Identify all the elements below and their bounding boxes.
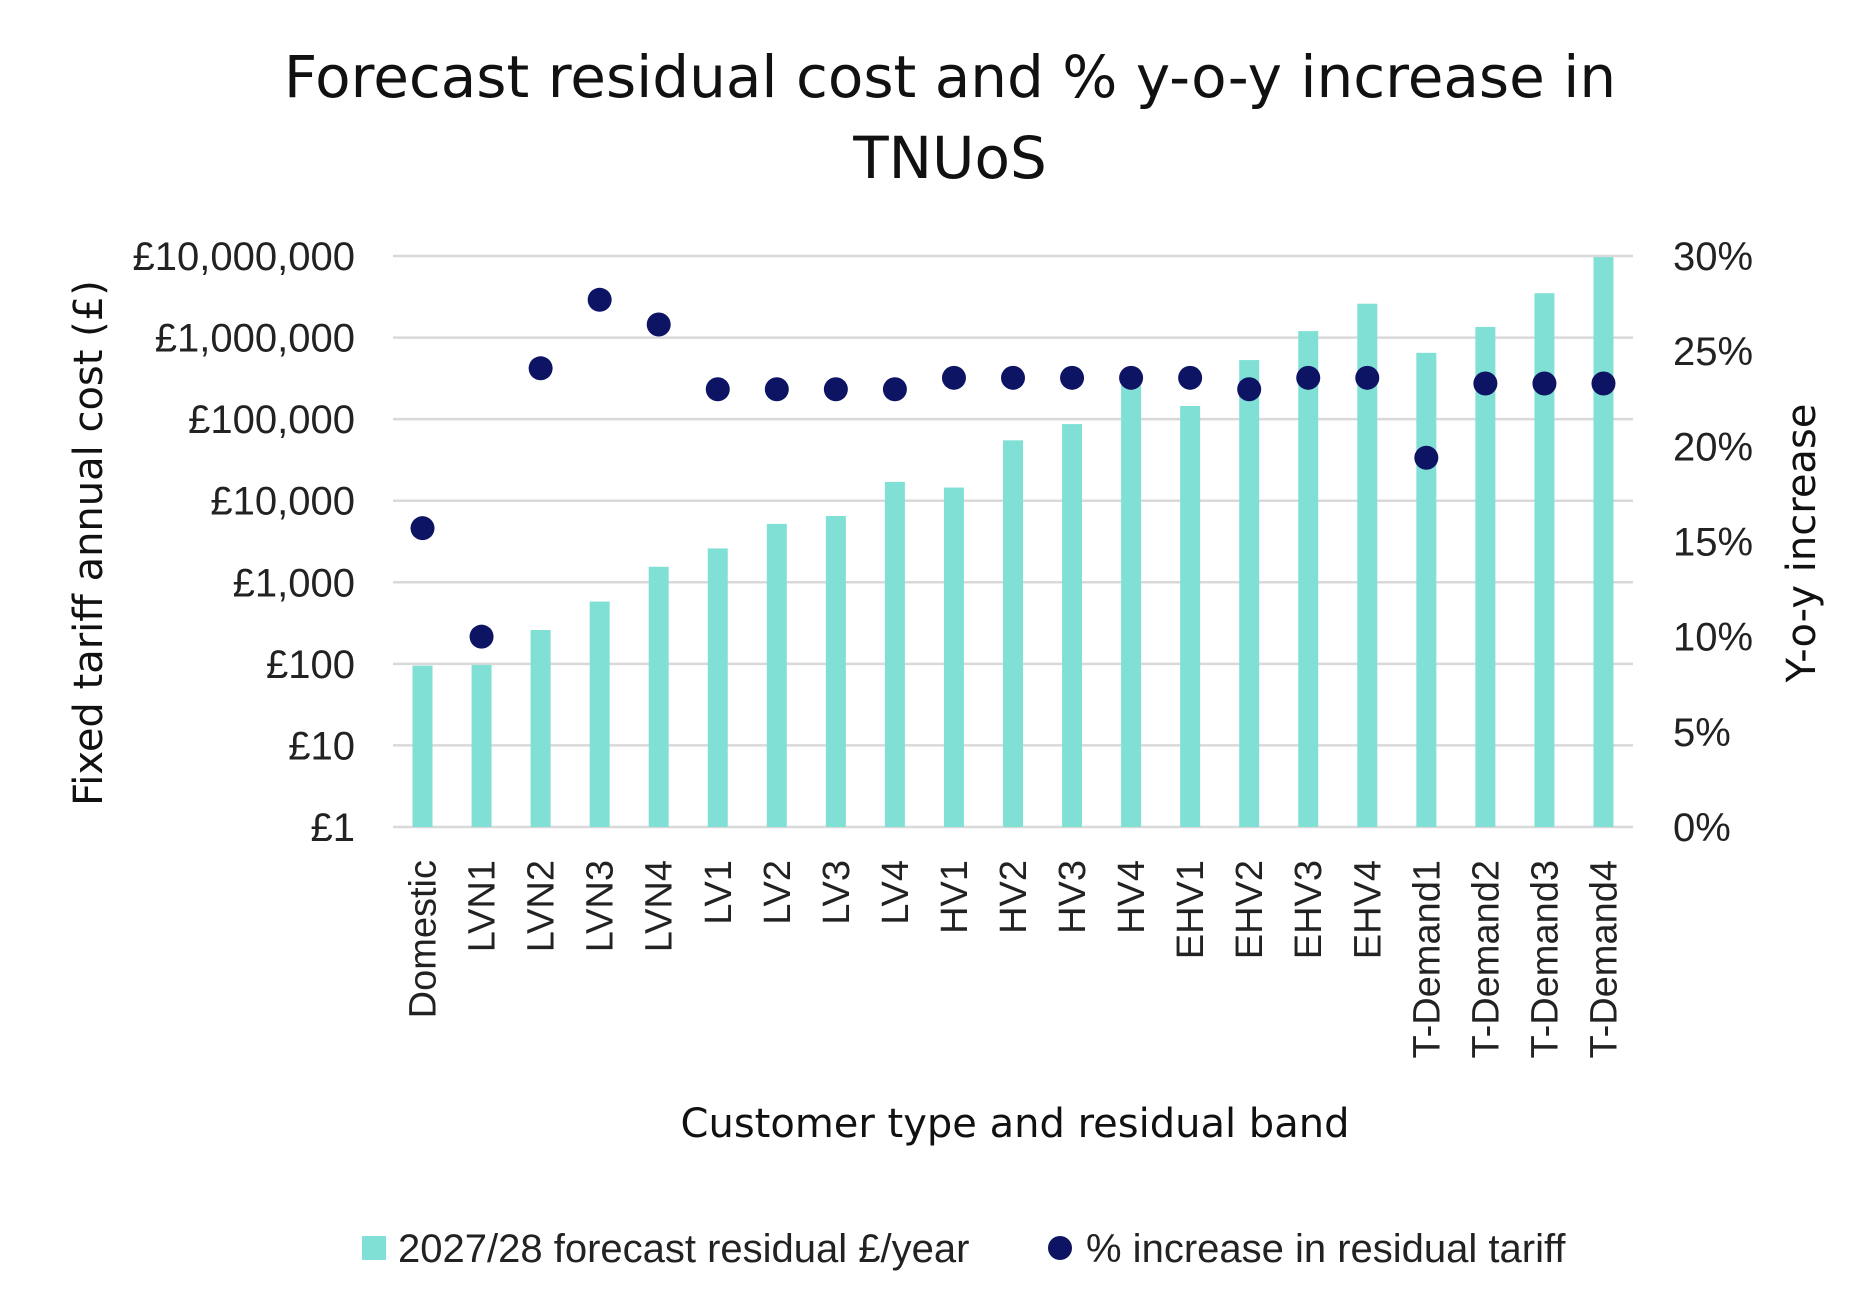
bar bbox=[1593, 257, 1614, 827]
category-label: LVN4 bbox=[639, 860, 681, 952]
category-label: HV3 bbox=[1052, 860, 1094, 934]
category-label: LVN2 bbox=[521, 860, 563, 952]
category-label: EHV4 bbox=[1347, 860, 1389, 959]
data-point bbox=[528, 356, 553, 381]
data-point bbox=[1532, 371, 1557, 396]
legend-dot-swatch bbox=[1048, 1236, 1072, 1260]
bar bbox=[884, 481, 905, 827]
bar bbox=[943, 487, 964, 827]
y2-tick-label: 25% bbox=[1673, 330, 1753, 374]
data-point bbox=[1001, 365, 1025, 390]
y-tick-label: £10,000 bbox=[210, 480, 355, 524]
y2-tick-label: 30% bbox=[1673, 235, 1753, 279]
y2-tick-label: 10% bbox=[1673, 616, 1753, 660]
category-label: Domestic bbox=[403, 860, 445, 1018]
data-point bbox=[764, 377, 789, 402]
y2-tick-label: 0% bbox=[1673, 806, 1731, 850]
data-point bbox=[1296, 365, 1321, 390]
bar bbox=[412, 665, 433, 827]
category-label: HV4 bbox=[1111, 860, 1153, 934]
left-axis-ticks: £1 £10 £100 £1,000 £10,000 £100,000 £1,000,000… bbox=[133, 235, 355, 850]
y-tick-label: £1 bbox=[311, 806, 356, 850]
data-point bbox=[1060, 365, 1085, 390]
bar bbox=[648, 566, 669, 827]
data-point bbox=[1178, 365, 1203, 390]
data-point bbox=[1237, 377, 1262, 402]
y2-axis-title: Y-o-y increase bbox=[1779, 404, 1825, 684]
category-label: LVN3 bbox=[580, 860, 622, 952]
category-label: LV2 bbox=[757, 860, 799, 925]
bar bbox=[707, 548, 728, 827]
data-point bbox=[823, 377, 848, 402]
bar bbox=[1239, 360, 1260, 827]
chart-title-line-2: TNUoS bbox=[852, 124, 1047, 192]
bar bbox=[1180, 405, 1201, 827]
data-point bbox=[410, 516, 435, 541]
bar bbox=[825, 515, 846, 827]
y-tick-label: £100,000 bbox=[188, 398, 355, 442]
category-label: LV3 bbox=[816, 860, 858, 925]
y-tick-label: £10 bbox=[288, 724, 355, 768]
data-point bbox=[1414, 445, 1439, 470]
category-label: LVN1 bbox=[462, 860, 504, 952]
y2-tick-label: 5% bbox=[1673, 711, 1731, 755]
x-axis-title: Customer type and residual band bbox=[681, 1101, 1350, 1147]
category-label: T-Demand4 bbox=[1583, 860, 1625, 1059]
data-point bbox=[705, 377, 730, 402]
category-label: HV1 bbox=[934, 860, 976, 934]
data-point bbox=[1591, 371, 1616, 396]
chart-title: Forecast residual cost and % y-o-y incre… bbox=[284, 43, 1616, 192]
bar bbox=[1416, 352, 1437, 827]
category-labels: Domestic LVN1 LVN2 LVN3 LVN4 LV1 LV2 LV3 LV4 HV1 H… bbox=[403, 860, 1626, 1059]
y2-tick-label: 20% bbox=[1673, 425, 1753, 469]
bar bbox=[1062, 424, 1083, 827]
data-point bbox=[941, 365, 966, 390]
data-point bbox=[469, 624, 494, 649]
category-label: LV4 bbox=[875, 860, 917, 925]
bar bbox=[1534, 293, 1555, 827]
category-label: T-Demand1 bbox=[1406, 860, 1448, 1059]
y-axis-title: Fixed tariff annual cost (£) bbox=[66, 280, 112, 806]
y-tick-label: £1,000 bbox=[233, 561, 355, 605]
bar bbox=[1475, 326, 1496, 827]
y-tick-label: £100 bbox=[266, 643, 355, 687]
bar bbox=[766, 523, 787, 827]
chart-title-line-1: Forecast residual cost and % y-o-y incre… bbox=[284, 43, 1616, 111]
data-point bbox=[1119, 365, 1144, 390]
bar bbox=[1357, 303, 1378, 828]
scatter-series bbox=[410, 287, 1616, 649]
y-tick-label: £1,000,000 bbox=[155, 317, 355, 361]
category-label: EHV3 bbox=[1288, 860, 1330, 959]
data-point bbox=[1473, 371, 1498, 396]
legend-bar-label: 2027/28 forecast residual £/year bbox=[398, 1227, 969, 1271]
y-tick-label: £10,000,000 bbox=[133, 235, 355, 279]
data-point bbox=[882, 377, 907, 402]
bar bbox=[530, 630, 551, 827]
category-label: T-Demand2 bbox=[1465, 860, 1507, 1059]
bar bbox=[1121, 385, 1142, 827]
bar bbox=[1003, 440, 1023, 827]
right-axis-ticks: 0% 5% 10% 15% 20% 25% 30% bbox=[1673, 235, 1753, 850]
bar bbox=[589, 601, 610, 827]
legend-bar-swatch bbox=[362, 1236, 386, 1260]
bar-series bbox=[412, 257, 1614, 828]
bar bbox=[471, 664, 492, 827]
bar bbox=[1298, 331, 1319, 827]
y2-tick-label: 15% bbox=[1673, 521, 1753, 565]
legend-dot-label: % increase in residual tariff bbox=[1086, 1227, 1566, 1271]
legend: 2027/28 forecast residual £/year % incre… bbox=[362, 1227, 1566, 1271]
data-point bbox=[646, 312, 671, 337]
category-label: EHV1 bbox=[1170, 860, 1212, 959]
category-label: T-Demand3 bbox=[1524, 860, 1566, 1059]
category-label: EHV2 bbox=[1229, 860, 1271, 959]
data-point bbox=[1355, 365, 1380, 390]
data-point bbox=[587, 287, 612, 312]
category-label: HV2 bbox=[993, 860, 1035, 934]
category-label: LV1 bbox=[698, 860, 740, 925]
